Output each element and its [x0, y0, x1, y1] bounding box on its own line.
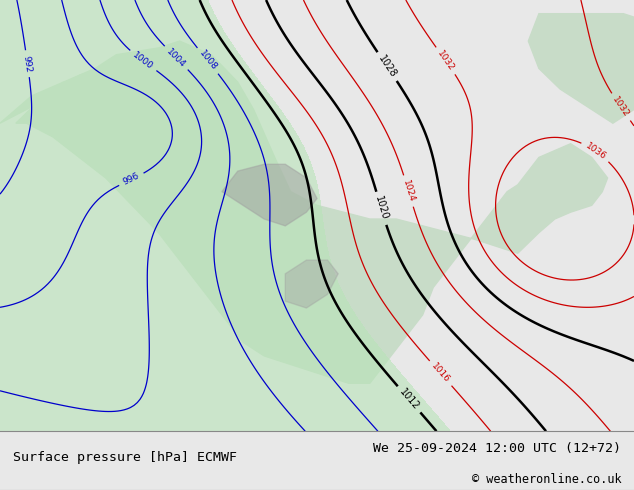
Text: 1016: 1016: [430, 362, 451, 385]
Polygon shape: [285, 260, 338, 308]
Polygon shape: [16, 41, 607, 383]
Polygon shape: [528, 14, 634, 123]
Text: 1012: 1012: [398, 387, 421, 412]
Text: 1028: 1028: [376, 53, 398, 79]
Text: 1020: 1020: [373, 195, 389, 221]
Polygon shape: [0, 69, 158, 137]
Text: 1032: 1032: [436, 49, 456, 73]
Text: 1036: 1036: [584, 141, 608, 162]
Text: 1004: 1004: [165, 47, 188, 69]
Text: 1000: 1000: [131, 50, 155, 72]
Text: © weatheronline.co.uk: © weatheronline.co.uk: [472, 473, 621, 486]
Text: We 25-09-2024 12:00 UTC (12+72): We 25-09-2024 12:00 UTC (12+72): [373, 442, 621, 455]
Text: 1008: 1008: [197, 49, 219, 73]
Text: Surface pressure [hPa] ECMWF: Surface pressure [hPa] ECMWF: [13, 451, 236, 464]
Text: 996: 996: [122, 172, 141, 187]
Text: 1024: 1024: [401, 179, 416, 203]
Polygon shape: [222, 164, 317, 226]
Text: 1032: 1032: [611, 95, 631, 119]
Text: 992: 992: [22, 54, 33, 73]
